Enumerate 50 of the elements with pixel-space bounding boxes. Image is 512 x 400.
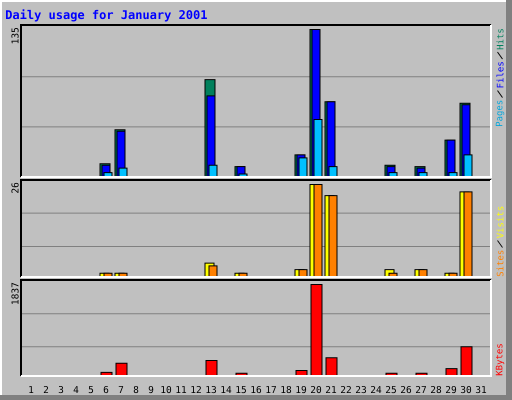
x-tick-label: 3 [58,386,64,394]
x-tick-label: 19 [296,386,306,394]
legend-label: Pages [496,100,504,126]
x-tick-label: 28 [430,386,442,394]
bar [328,195,338,278]
legend-label: Sites [496,250,504,276]
x-tick-label: 17 [266,386,276,393]
text: KBytes [496,344,504,376]
x-tick-label: 13 [206,386,216,394]
x-tick-label: 23 [356,386,366,394]
bar [206,360,218,376]
x-tick-label: 16 [251,386,262,394]
x-tick-label: 8 [134,386,138,394]
x-tick-label: 18 [281,386,292,394]
bar [116,362,128,376]
x-tick-label: 25 [386,386,396,394]
x-tick-label: 22 [340,386,351,393]
x-tick-label: 6 [104,386,108,394]
text: 26 [11,182,19,193]
bar [314,184,322,278]
x-tick-label: 14 [221,386,232,393]
x-tick-label: 11 [176,386,186,393]
x-tick-label: 20 [310,386,322,394]
x-tick-label: 15 [236,386,246,394]
x-tick-label: 4 [74,386,78,393]
x-tick-label: 5 [88,386,94,394]
text: Visits [496,206,504,238]
x-tick-label: 12 [191,386,201,393]
x-tick-label: 26 [400,386,412,394]
x-tick-label: 2 [44,386,48,393]
x-tick-label: 30 [460,386,472,394]
text: 1837 [11,282,19,304]
legend-label: Files [496,62,504,88]
text: 135 [11,28,19,44]
x-tick-label: 1 [29,386,34,393]
chart-title: Daily usage for January 2001 [6,9,207,22]
bar [460,346,472,376]
x-tick-label: 27 [416,386,426,393]
x-tick-label: 24 [370,386,382,393]
x-tick-label: 10 [161,386,172,394]
bar [326,357,338,376]
x-tick-label: 7 [118,386,124,393]
bar [310,284,322,376]
text: Hits [496,29,504,50]
x-tick-label: 9 [148,386,154,394]
x-tick-label: 21 [326,386,336,393]
bar [464,191,472,278]
bar [298,157,308,178]
x-tick-label: 29 [446,386,456,394]
x-tick-label: 31 [476,386,486,394]
